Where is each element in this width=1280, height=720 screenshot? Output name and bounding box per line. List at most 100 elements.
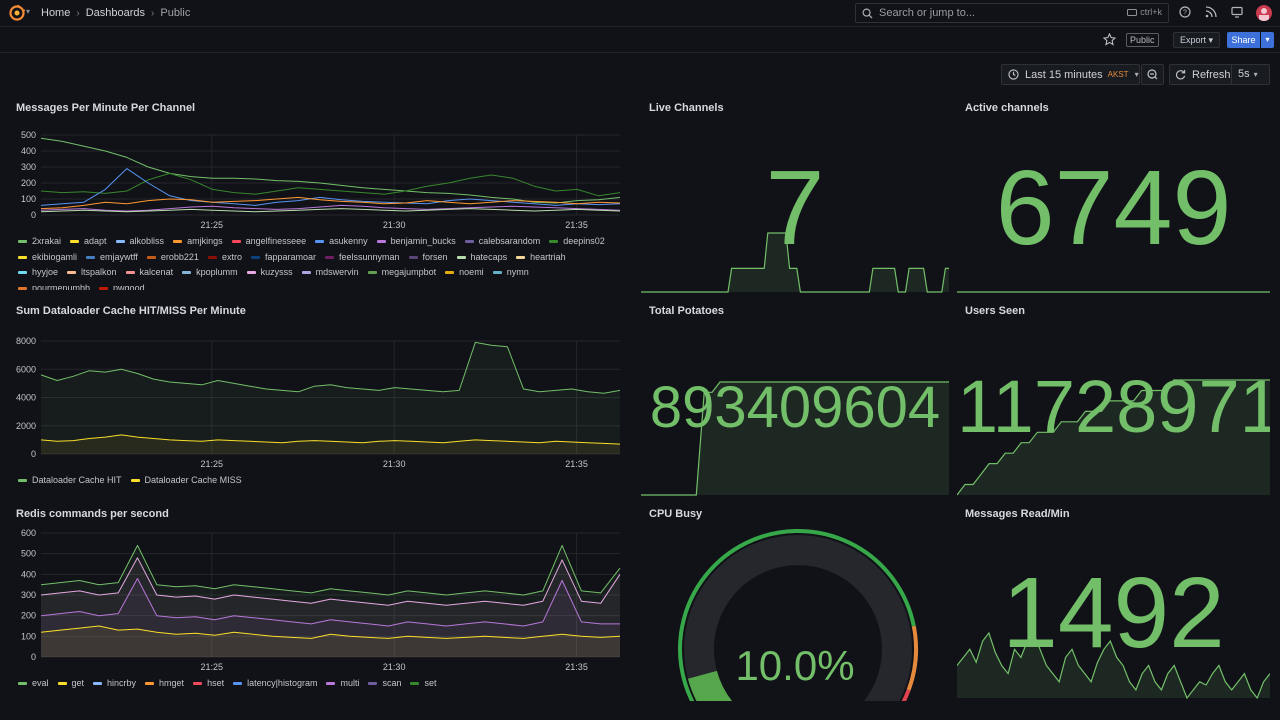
- legend-item[interactable]: hset: [193, 676, 224, 692]
- legend-item[interactable]: benjamin_bucks: [376, 234, 456, 250]
- legend-label: hatecaps: [470, 251, 508, 262]
- legend-item[interactable]: angelfinesseee: [231, 234, 306, 250]
- legend-item[interactable]: alkobliss: [115, 234, 164, 250]
- legend-swatch: [130, 479, 140, 483]
- dataloader-timeseries-chart[interactable]: 0 2000 4000 6000 8000 21:25 21:30 21:35: [8, 298, 632, 473]
- series-line: [40, 434, 621, 445]
- y-tick-label: 0: [31, 652, 36, 662]
- legend-item[interactable]: ltspalkon: [67, 265, 117, 281]
- legend-swatch: [70, 240, 80, 244]
- legend-swatch: [18, 271, 27, 275]
- legend-swatch: [18, 479, 27, 483]
- refresh-button[interactable]: Refresh: [1169, 64, 1232, 85]
- zoom-out-button[interactable]: [1141, 64, 1164, 85]
- legend-item[interactable]: fapparamoar: [250, 250, 316, 266]
- breadcrumb-dashboards[interactable]: Dashboards: [85, 7, 146, 19]
- sparkline-line: [957, 631, 1270, 699]
- x-tick-label: 21:25: [201, 662, 224, 672]
- legend-item[interactable]: amjkings: [173, 234, 223, 250]
- legend-item[interactable]: pwgood: [99, 281, 145, 290]
- chevron-down-icon: ▾: [1253, 70, 1258, 79]
- y-tick-label: 300: [21, 590, 36, 600]
- legend-item[interactable]: multi: [326, 676, 359, 692]
- legend-item[interactable]: feelssunnyman: [324, 250, 400, 266]
- export-button[interactable]: Export ▾: [1173, 32, 1221, 48]
- kiosk-mode-icon[interactable]: [1231, 6, 1243, 18]
- breadcrumb-home[interactable]: Home: [41, 7, 71, 19]
- legend-item[interactable]: adapt: [70, 234, 107, 250]
- time-range-picker[interactable]: Last 15 minutes AKST ▾: [1001, 64, 1140, 85]
- legend-swatch: [301, 271, 311, 275]
- legend-swatch: [516, 255, 526, 259]
- sparkline-area: [641, 382, 949, 495]
- legend-item[interactable]: forsen: [408, 250, 448, 266]
- legend-item[interactable]: pourmenumbb: [18, 281, 90, 290]
- legend-item[interactable]: hatecaps: [456, 250, 508, 266]
- series-line: [40, 208, 621, 213]
- legend-label: hincrby: [107, 678, 137, 688]
- legend-item[interactable]: Dataloader Cache MISS: [130, 473, 242, 489]
- legend-item[interactable]: hmget: [145, 676, 184, 692]
- legend-item[interactable]: noemi: [445, 265, 484, 281]
- gauge-threshold-orange: [906, 625, 919, 691]
- chevron-down-icon[interactable]: ▾: [26, 7, 31, 16]
- legend-item[interactable]: get: [57, 676, 84, 692]
- legend-item[interactable]: kpoplumm: [182, 265, 238, 281]
- chevron-down-icon: ▾: [1208, 35, 1214, 45]
- x-tick-label: 21:35: [565, 662, 588, 672]
- messages-timeseries-chart[interactable]: 0 100 200 300 400 500 21:25 21:30 21:35: [8, 95, 632, 235]
- star-icon[interactable]: [1103, 33, 1116, 46]
- legend-item[interactable]: Dataloader Cache HIT: [18, 473, 122, 489]
- x-tick-label: 21:35: [565, 220, 588, 230]
- legend-item[interactable]: heartriah: [516, 250, 566, 266]
- sparkline: [641, 232, 949, 293]
- legend-item[interactable]: nymn: [492, 265, 529, 281]
- legend-item[interactable]: set: [410, 676, 437, 692]
- legend-swatch: [145, 682, 155, 686]
- share-menu-chevron-icon[interactable]: ▾: [1261, 32, 1274, 48]
- legend-item[interactable]: hincrby: [93, 676, 136, 692]
- legend-swatch: [464, 240, 474, 244]
- legend-item[interactable]: extro: [207, 250, 242, 266]
- legend-item[interactable]: ekibiogamli: [18, 250, 77, 266]
- legend-swatch: [182, 271, 192, 275]
- dashboard-toolbar: [0, 28, 1280, 53]
- chart-legend: Dataloader Cache HIT Dataloader Cache MIS…: [18, 473, 618, 489]
- user-avatar[interactable]: [1256, 5, 1272, 21]
- legend-item[interactable]: asukenny: [315, 234, 368, 250]
- legend-swatch: [207, 255, 217, 259]
- legend-label: Dataloader Cache MISS: [144, 475, 242, 485]
- news-feed-icon[interactable]: [1205, 6, 1217, 18]
- timezone-badge: AKST: [1107, 70, 1129, 79]
- series-line: [40, 168, 621, 206]
- legend-item[interactable]: kalcenat: [125, 265, 173, 281]
- legend-label: extro: [221, 251, 242, 262]
- legend-item[interactable]: mdswervin: [301, 265, 359, 281]
- legend-item[interactable]: emjaywtff: [86, 250, 138, 266]
- legend-item[interactable]: eval: [18, 676, 49, 692]
- help-icon[interactable]: ?: [1179, 6, 1191, 18]
- redis-timeseries-chart[interactable]: 0 100 200 300 400 500 600 21:25 21:30 21:35: [8, 501, 632, 676]
- grafana-logo-icon[interactable]: [9, 5, 25, 21]
- x-tick-label: 21:30: [383, 459, 406, 469]
- search-input[interactable]: Search or jump to... ctrl+k: [855, 3, 1169, 23]
- legend-swatch: [146, 255, 156, 259]
- legend-item[interactable]: megajumpbot: [367, 265, 436, 281]
- sparkline-line: [641, 381, 949, 496]
- share-button[interactable]: Share: [1227, 32, 1260, 48]
- legend-item[interactable]: erobb221: [146, 250, 199, 266]
- zoom-out-icon: [1147, 69, 1158, 80]
- legend-label: noemi: [459, 267, 484, 277]
- legend-item[interactable]: latency|histogram: [233, 676, 317, 692]
- legend-item[interactable]: calebsarandom: [464, 234, 540, 250]
- legend-swatch: [246, 271, 256, 275]
- legend-swatch: [173, 240, 183, 244]
- legend-item[interactable]: deepins02: [549, 234, 605, 250]
- refresh-interval-picker[interactable]: 5s ▾: [1232, 64, 1270, 85]
- legend-item[interactable]: 2xrakai: [18, 234, 61, 250]
- series-line: [40, 544, 621, 596]
- legend-item[interactable]: kuzysss: [246, 265, 293, 281]
- y-tick-label: 500: [21, 549, 36, 559]
- legend-item[interactable]: scan: [368, 676, 401, 692]
- legend-item[interactable]: hyyjoe: [18, 265, 58, 281]
